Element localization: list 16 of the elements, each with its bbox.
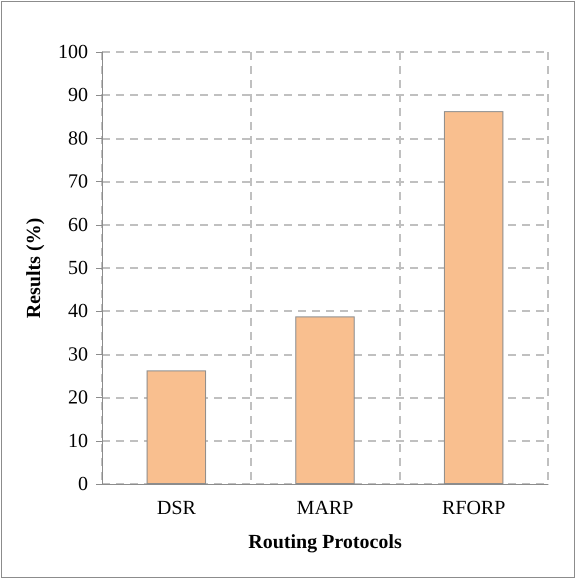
y-tick-label: 90 — [68, 84, 88, 106]
y-tick-label: 10 — [68, 430, 88, 452]
y-tick-label: 30 — [68, 343, 88, 366]
y-tick-label: 100 — [58, 41, 88, 63]
x-tick-label: RFORP — [442, 497, 506, 519]
x-axis-title: Routing Protocols — [248, 531, 402, 553]
x-tick-label: DSR — [156, 497, 196, 519]
y-tick-label: 40 — [68, 300, 88, 322]
y-tick-label: 60 — [68, 214, 88, 236]
y-tick-label: 70 — [68, 170, 88, 193]
y-tick-label: 50 — [68, 257, 88, 279]
x-tick-label: MARP — [296, 497, 354, 519]
y-tick-label: 80 — [68, 127, 88, 150]
y-tick-label: 20 — [68, 386, 88, 409]
y-axis-title: Results (%) — [23, 218, 45, 318]
y-tick-label: 0 — [78, 473, 88, 495]
